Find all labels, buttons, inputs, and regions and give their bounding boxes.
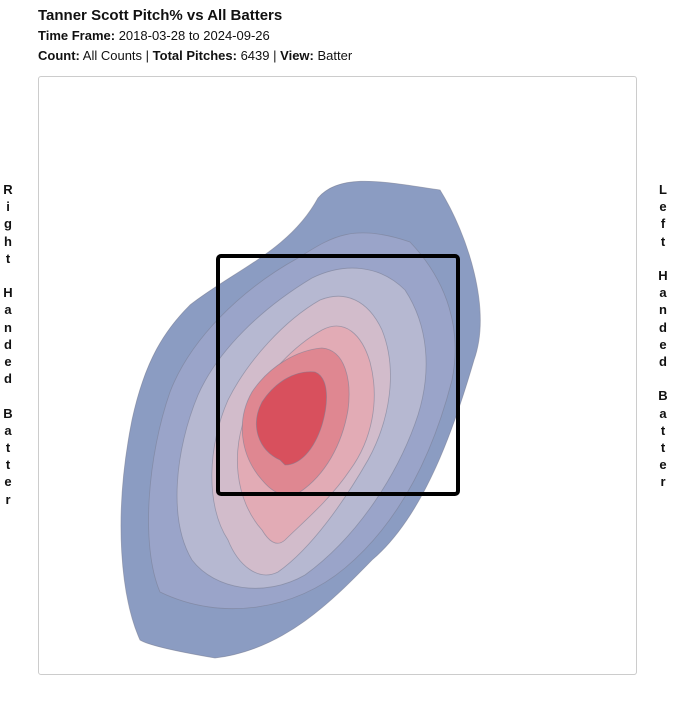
time-frame: Time Frame: 2018-03-28 to 2024-09-26 <box>38 28 270 43</box>
left-handed-batter-label: L e f t H a n d e d B a t t e r <box>658 182 668 490</box>
chart-title: Tanner Scott Pitch% vs All Batters <box>38 7 283 24</box>
density-level-7 <box>256 371 327 466</box>
strike-zone <box>216 254 460 496</box>
right-handed-batter-label: R i g h t H a n d e d B a t t e r <box>3 182 13 507</box>
chart-header: Tanner Scott Pitch% vs All Batters Time … <box>38 6 352 66</box>
chart-meta: Count: All Counts | Total Pitches: 6439 … <box>38 48 353 63</box>
plot-frame <box>38 76 637 675</box>
